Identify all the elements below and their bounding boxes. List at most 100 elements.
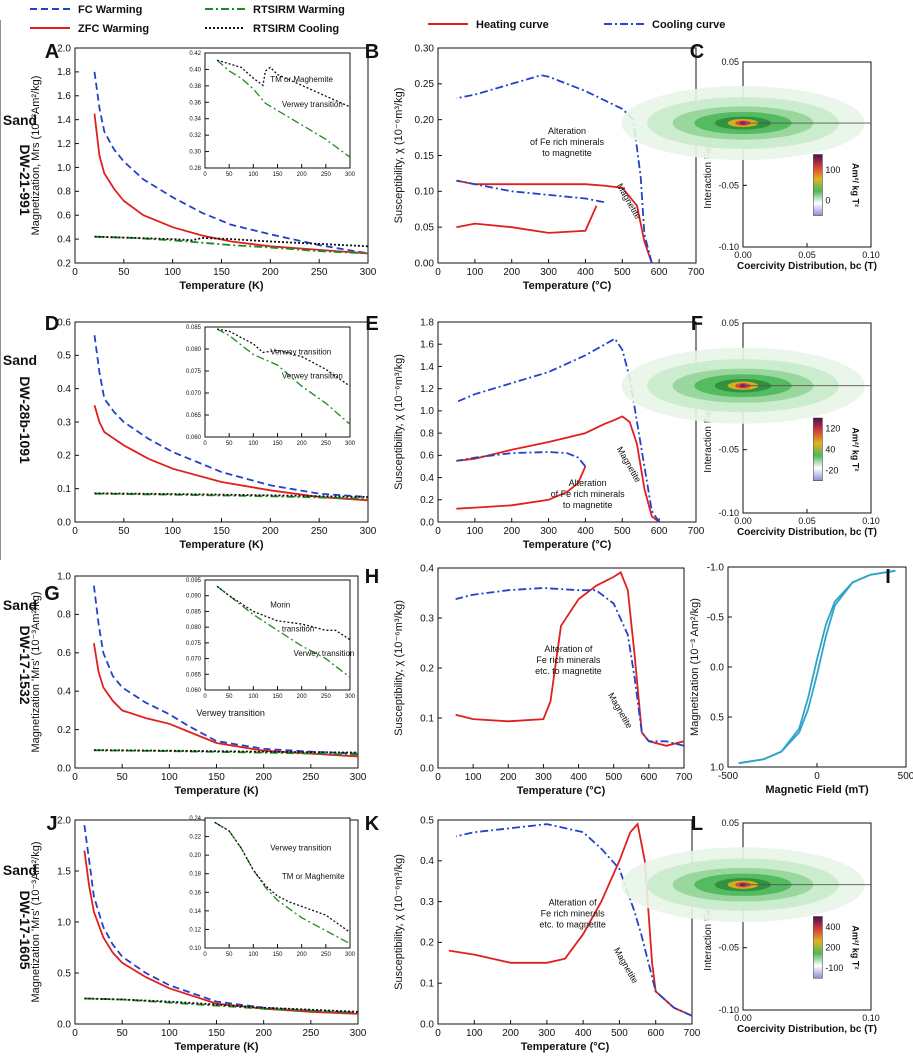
x-tick-label: 250 xyxy=(302,772,319,783)
x-tick-label: 50 xyxy=(226,441,233,447)
inset-annotation: Verwey transition xyxy=(282,100,343,109)
panel-letter: E xyxy=(365,313,378,335)
x-axis-label: Temperature (K) xyxy=(174,785,258,797)
colorbar xyxy=(813,417,823,481)
series-line xyxy=(456,74,653,264)
y-tick-label: 0.4 xyxy=(57,234,71,245)
series-line xyxy=(456,415,660,523)
y-tick-label: 1.6 xyxy=(420,340,434,351)
y-tick-label: 1.4 xyxy=(420,362,434,373)
x-tick-label: 700 xyxy=(684,1028,701,1039)
x-tick-label: 0 xyxy=(203,172,207,178)
x-tick-label: 250 xyxy=(302,1028,319,1039)
panel-letter: I xyxy=(885,566,891,588)
y-tick-label: 0.20 xyxy=(415,115,435,126)
plot-frame xyxy=(727,566,907,768)
y-tick-label: 0.2 xyxy=(420,495,434,506)
series-line xyxy=(448,822,693,1017)
series-line xyxy=(456,451,587,467)
series-line xyxy=(455,571,685,747)
series-line xyxy=(216,328,351,387)
y-tick-label: 0.060 xyxy=(186,688,202,694)
y-tick-label: 0.095 xyxy=(186,578,202,584)
x-axis-label: Temperature (°C) xyxy=(523,280,612,292)
inset-annotation: Verwey transition xyxy=(282,372,343,381)
x-tick-label: 50 xyxy=(117,1028,129,1039)
series-line xyxy=(455,587,685,747)
colorbar-tick: -20 xyxy=(825,465,838,475)
legend-label: RTSIRM Cooling xyxy=(253,23,339,35)
y-tick-label: 0.0 xyxy=(420,517,434,528)
x-tick-label: 100 xyxy=(467,526,484,537)
panel-letter: K xyxy=(365,813,380,835)
y-tick-label: 0.2 xyxy=(57,725,71,736)
x-tick-label: 0.10 xyxy=(862,1013,880,1023)
y-tick-label: 0.14 xyxy=(189,909,201,915)
panel-G: 0 50 100 150 200 250 300 0.0 0.2 0.4 0.6 0.8 1.0 Temp… xyxy=(30,571,367,797)
plot-frame xyxy=(204,817,351,949)
colorbar-tick: 200 xyxy=(825,942,840,952)
y-tick-label: 0.8 xyxy=(57,610,71,621)
x-tick-label: 300 xyxy=(345,441,356,447)
series-line xyxy=(216,59,351,158)
y-tick-label: 0.38 xyxy=(189,84,201,90)
series-line xyxy=(94,492,369,500)
x-axis-label: Temperature (°C) xyxy=(517,785,606,797)
x-tick-label: 0 xyxy=(203,694,207,700)
y-tick-label: 0.3 xyxy=(420,613,434,624)
y-tick-label: 0.30 xyxy=(415,43,435,54)
x-tick-label: 150 xyxy=(208,1028,225,1039)
y-tick-label: 0.2 xyxy=(57,258,71,269)
y-tick-label: 0.05 xyxy=(721,318,739,328)
x-tick-label: 500 xyxy=(611,1028,628,1039)
y-tick-label: 1.0 xyxy=(420,406,434,417)
annotation: to magnetite xyxy=(542,148,592,158)
colorbar-label: Am²/ kg T² xyxy=(850,163,860,207)
x-tick-label: 0 xyxy=(814,771,820,782)
x-tick-label: 50 xyxy=(226,952,233,958)
x-tick-label: 0.00 xyxy=(734,1013,752,1023)
series-line xyxy=(214,821,351,933)
x-tick-label: 400 xyxy=(577,526,594,537)
annotation: Fe rich minerals xyxy=(541,909,606,919)
series-line xyxy=(456,337,660,523)
y-tick-label: 0.22 xyxy=(189,835,201,841)
series-line xyxy=(93,405,369,502)
x-tick-label: 300 xyxy=(345,952,356,958)
colorbar-tick: 0 xyxy=(825,195,830,205)
x-axis-label: Temperature (K) xyxy=(179,539,263,551)
series-line xyxy=(84,997,359,1013)
y-tick-label: 1.0 xyxy=(57,917,71,928)
series-line xyxy=(94,235,369,248)
x-axis-label: Temperature (K) xyxy=(174,1041,258,1053)
y-tick-label: 1.2 xyxy=(420,384,434,395)
panel-letter: L xyxy=(691,813,703,835)
x-tick-label: 250 xyxy=(311,526,328,537)
x-tick-label: 200 xyxy=(262,526,279,537)
y-tick-label: 0.6 xyxy=(57,317,71,328)
annotation: Alteration xyxy=(548,126,586,136)
y-tick-label: 0.060 xyxy=(186,435,202,441)
colorbar xyxy=(813,916,823,979)
y-tick-label: 0.4 xyxy=(57,384,71,395)
y-tick-label: 0.085 xyxy=(186,325,202,331)
panel-H: 0 100 200 300 400 500 600 700 0.0 0.1 0.2 0.3 0.4 Tem… xyxy=(365,563,693,797)
panel-J: 0 50 100 150 200 250 300 0.0 0.5 1.0 1.5 2.0 Tempera… xyxy=(30,813,367,1053)
y-axis-label: Susceptibility, χ (10⁻⁶m³/kg) xyxy=(393,354,405,490)
x-tick-label: 0 xyxy=(435,1028,441,1039)
y-tick-label: 0.2 xyxy=(420,663,434,674)
y-tick-label: 2.0 xyxy=(57,43,71,54)
y-tick-label: 1.8 xyxy=(57,67,71,78)
y-tick-label: 0.42 xyxy=(189,51,201,57)
x-tick-label: 0 xyxy=(435,772,441,783)
series-line xyxy=(455,823,693,1017)
series-line xyxy=(216,585,351,641)
y-tick-label: 0.8 xyxy=(420,428,434,439)
series-line xyxy=(93,71,369,255)
x-tick-label: 0.00 xyxy=(734,250,752,260)
panel-E: 0 100 200 300 400 500 600 700 0.0 0.2 0.4 0.6 0.8 1.0… xyxy=(365,313,704,551)
y-tick-label: 0.0 xyxy=(57,517,71,528)
x-tick-label: 200 xyxy=(255,1028,272,1039)
y-tick-label: 1.5 xyxy=(57,866,71,877)
